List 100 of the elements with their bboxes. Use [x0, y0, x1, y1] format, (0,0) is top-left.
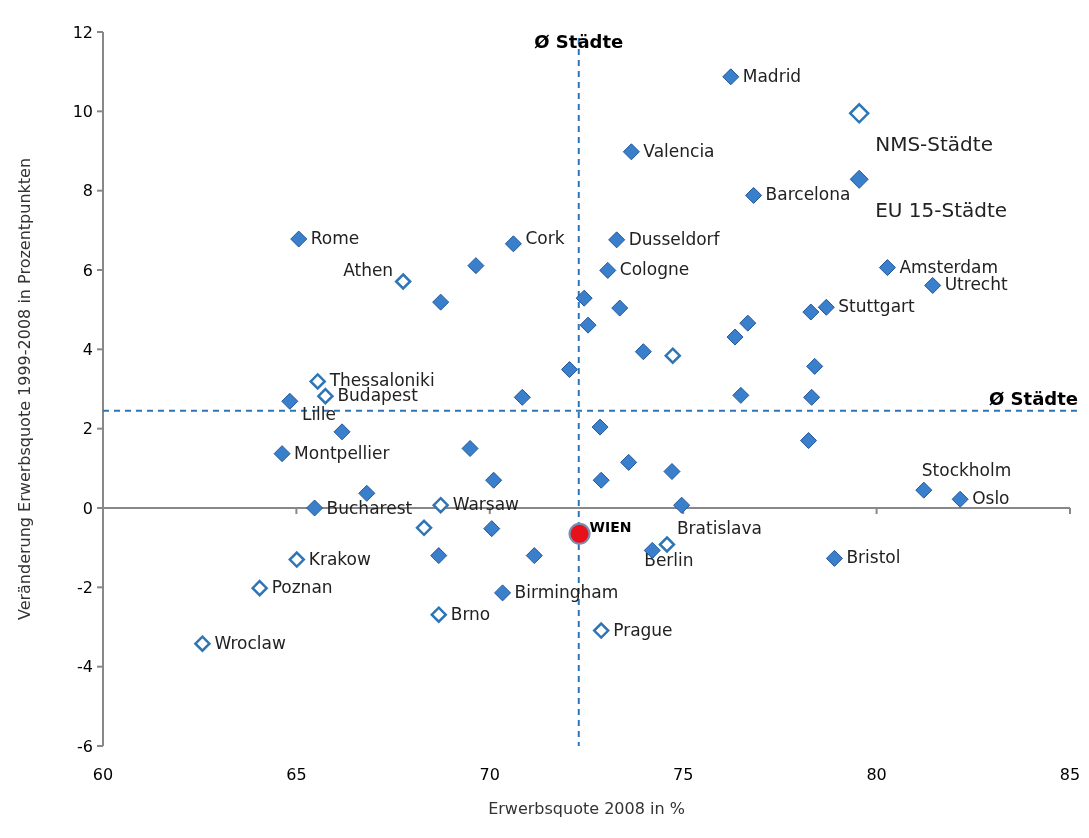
point: [525, 547, 543, 565]
point: [802, 303, 820, 321]
point: [430, 606, 447, 623]
point: [599, 261, 617, 279]
y-tick-label: 6: [82, 260, 93, 280]
annotation: Wroclaw: [214, 632, 286, 653]
x-tick-label: 70: [479, 765, 500, 784]
annotation: Madrid: [742, 65, 802, 86]
point: [415, 519, 433, 537]
annotation: Athen: [343, 259, 394, 280]
point: [513, 388, 531, 406]
point: [722, 68, 740, 86]
annotation: Cologne: [619, 259, 690, 280]
point: [878, 259, 896, 277]
point: [800, 432, 818, 450]
point: [432, 293, 450, 311]
point: [461, 440, 479, 457]
legend-label: NMS-Städte: [875, 132, 993, 157]
point: [579, 316, 597, 334]
point: [273, 445, 291, 463]
annotation: Stuttgart: [838, 296, 916, 317]
y-tick-label: 2: [82, 419, 93, 439]
x-axis-title: Erwerbsquote 2008 in %: [488, 799, 685, 818]
annotation: Bristol: [846, 547, 901, 568]
point: [560, 361, 578, 379]
y-tick-label: -4: [77, 657, 93, 677]
point: [663, 463, 681, 481]
point: [317, 387, 334, 405]
point: [622, 143, 640, 161]
y-tick-label: 8: [82, 181, 93, 201]
y-tick-label: 0: [82, 498, 93, 518]
point: [483, 520, 501, 538]
point: [592, 471, 610, 489]
point: [611, 299, 629, 317]
point: [494, 584, 512, 602]
point: [634, 343, 652, 361]
y-tick-label: -6: [77, 736, 93, 756]
annotation: Brno: [450, 603, 491, 624]
point: [430, 547, 448, 565]
annotation: Barcelona: [765, 184, 851, 205]
annotation: Stockholm: [921, 460, 1012, 481]
point: [745, 186, 763, 204]
annotation: Cork: [525, 227, 565, 248]
annotation: Warsaw: [452, 494, 520, 515]
annotation: Prague: [613, 619, 673, 640]
x-tick-label: 75: [673, 765, 694, 784]
point: [568, 522, 591, 545]
y-tick-label: -2: [77, 577, 93, 597]
point: [664, 347, 682, 364]
x-tick-label: 80: [866, 765, 887, 784]
point: [290, 230, 308, 248]
point: [924, 276, 942, 294]
x-tick-label: 65: [286, 765, 307, 784]
series-label: WIEN: [589, 518, 632, 535]
point: [732, 386, 750, 404]
point: [620, 453, 638, 471]
point: [915, 481, 933, 499]
annotation: Oslo: [972, 488, 1010, 509]
annotation: Bucharest: [326, 498, 413, 518]
point: [333, 423, 351, 441]
annotation: Budapest: [337, 385, 419, 406]
point: [306, 499, 324, 517]
point: [309, 373, 326, 390]
legend-label: EU 15-Städte: [875, 198, 1008, 223]
point: [432, 496, 449, 514]
annotation: Utrecht: [944, 274, 1008, 295]
point: [485, 471, 503, 489]
point: [394, 273, 412, 290]
point: [951, 490, 969, 508]
annotation: Krakow: [308, 548, 371, 569]
point: [806, 357, 824, 375]
point: [504, 235, 522, 253]
annotation: Montpellier: [294, 442, 390, 463]
point: [281, 392, 299, 410]
annotation: Amsterdam: [899, 256, 999, 277]
point: [658, 536, 676, 553]
point: [194, 635, 211, 652]
ref-line-label: Ø Städte: [989, 387, 1078, 409]
point: [608, 231, 626, 249]
x-tick-label: 60: [92, 765, 114, 784]
point: [592, 622, 610, 639]
annotation: Poznan: [271, 577, 333, 598]
annotation: Dusseldorf: [628, 228, 721, 249]
point: [726, 328, 744, 346]
point: [467, 257, 485, 275]
y-tick-label: 4: [82, 339, 93, 359]
point: [575, 289, 593, 307]
point: [591, 418, 609, 436]
point: [817, 298, 835, 316]
annotation: Birmingham: [514, 581, 619, 602]
point: [825, 549, 843, 567]
annotation: Bratislava: [676, 518, 762, 539]
ref-line-label: Ø Städte: [534, 31, 624, 52]
x-tick-label: 85: [1059, 765, 1081, 784]
point: [803, 388, 821, 406]
y-tick-label: 10: [72, 101, 93, 121]
point: [288, 551, 306, 568]
annotation: Valencia: [643, 140, 715, 161]
point: [673, 496, 691, 514]
point: [739, 314, 757, 332]
